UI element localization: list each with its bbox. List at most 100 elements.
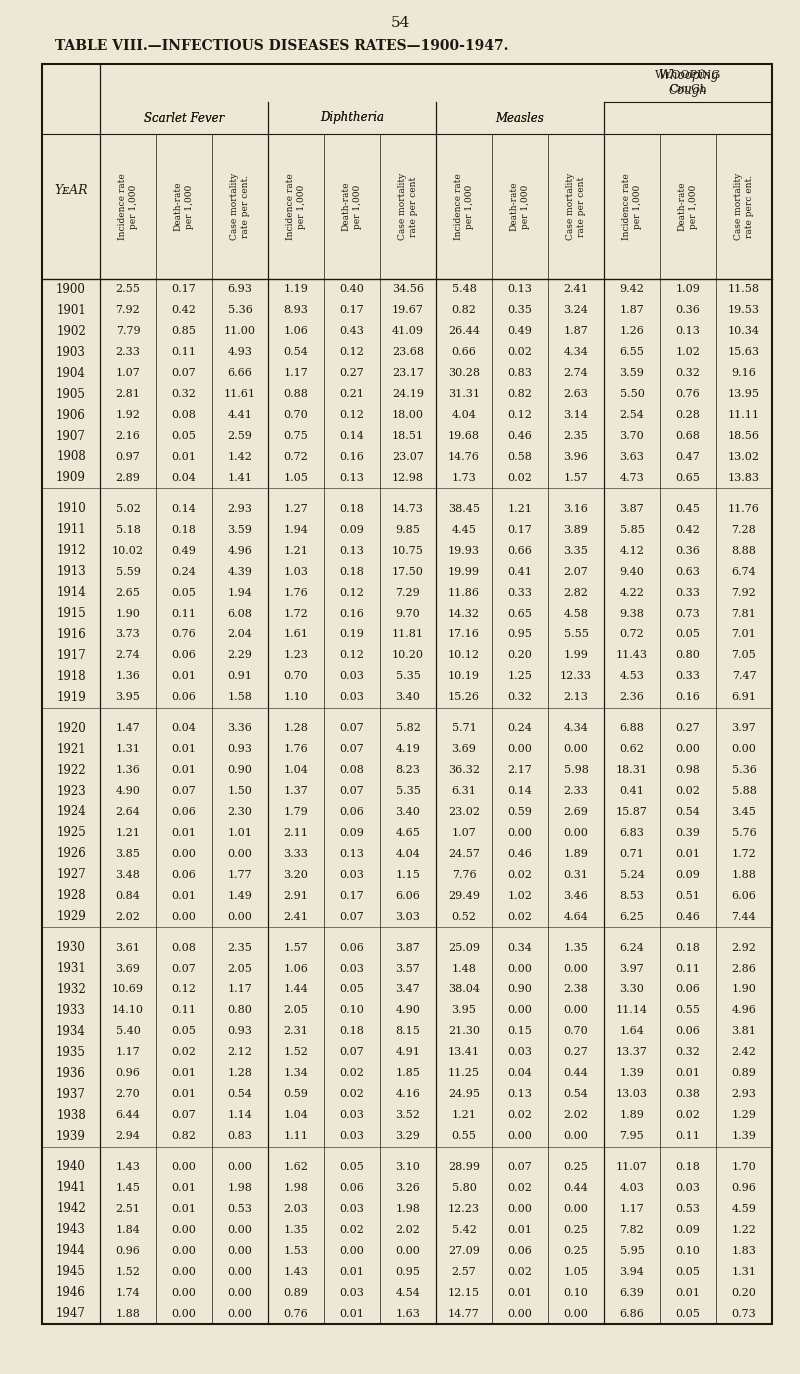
- Text: 0.33: 0.33: [675, 672, 701, 682]
- Text: 0.43: 0.43: [339, 327, 365, 337]
- Text: 2.33: 2.33: [563, 786, 589, 796]
- Text: 0.46: 0.46: [507, 431, 533, 441]
- Text: 3.57: 3.57: [396, 963, 420, 974]
- Text: 0.54: 0.54: [563, 1090, 589, 1099]
- Text: 6.83: 6.83: [619, 829, 645, 838]
- Text: 19.53: 19.53: [728, 305, 760, 316]
- Text: Case mortality
rate perc ent.: Case mortality rate perc ent.: [734, 173, 754, 240]
- Text: 0.03: 0.03: [339, 1131, 365, 1140]
- Text: 0.00: 0.00: [171, 1267, 197, 1276]
- Text: 1.98: 1.98: [283, 1183, 309, 1193]
- Text: 0.83: 0.83: [227, 1131, 253, 1140]
- Text: 1940: 1940: [56, 1161, 86, 1173]
- Text: 0.00: 0.00: [227, 1246, 253, 1256]
- Text: 3.63: 3.63: [619, 452, 645, 462]
- Text: 2.93: 2.93: [227, 504, 253, 514]
- Text: 1.29: 1.29: [731, 1110, 757, 1120]
- Text: 1.05: 1.05: [563, 1267, 589, 1276]
- Text: Incidence rate
per 1,000: Incidence rate per 1,000: [622, 173, 642, 240]
- Text: 0.03: 0.03: [339, 1110, 365, 1120]
- Text: 0.01: 0.01: [171, 890, 197, 901]
- Text: 14.76: 14.76: [448, 452, 480, 462]
- Text: 1909: 1909: [56, 471, 86, 485]
- Text: 1.04: 1.04: [283, 765, 309, 775]
- Text: 0.00: 0.00: [171, 1287, 197, 1297]
- Text: 0.00: 0.00: [171, 912, 197, 922]
- Text: 0.04: 0.04: [507, 1068, 533, 1079]
- Text: 5.48: 5.48: [451, 284, 477, 294]
- Text: 0.00: 0.00: [507, 1006, 533, 1015]
- Text: 0.01: 0.01: [507, 1287, 533, 1297]
- Text: 0.11: 0.11: [171, 609, 197, 618]
- Text: 5.24: 5.24: [619, 870, 645, 879]
- Text: 1930: 1930: [56, 941, 86, 954]
- Text: 1.36: 1.36: [115, 765, 141, 775]
- Text: 1.99: 1.99: [563, 650, 589, 661]
- Text: 1.26: 1.26: [619, 327, 645, 337]
- Text: 2.02: 2.02: [115, 912, 141, 922]
- Text: 0.05: 0.05: [171, 431, 197, 441]
- Text: 1.72: 1.72: [732, 849, 756, 859]
- Text: Diphtheria: Diphtheria: [320, 111, 384, 125]
- Text: 0.00: 0.00: [507, 1308, 533, 1319]
- Text: 0.01: 0.01: [171, 1068, 197, 1079]
- Text: 4.41: 4.41: [227, 409, 253, 420]
- Text: 5.82: 5.82: [395, 723, 421, 734]
- Text: 10.20: 10.20: [392, 650, 424, 661]
- Text: 0.00: 0.00: [563, 829, 589, 838]
- Text: 1926: 1926: [56, 848, 86, 860]
- Text: 4.16: 4.16: [395, 1090, 421, 1099]
- Text: 0.93: 0.93: [227, 745, 253, 754]
- Text: 13.95: 13.95: [728, 389, 760, 400]
- Text: 11.11: 11.11: [728, 409, 760, 420]
- Text: 4.39: 4.39: [227, 566, 253, 577]
- Text: 1.52: 1.52: [115, 1267, 141, 1276]
- Text: 5.35: 5.35: [395, 786, 421, 796]
- Text: 0.05: 0.05: [339, 984, 365, 995]
- Text: 1.06: 1.06: [283, 963, 309, 974]
- Text: 0.00: 0.00: [563, 1131, 589, 1140]
- Text: 0.02: 0.02: [339, 1068, 365, 1079]
- Text: 2.89: 2.89: [115, 473, 141, 482]
- Text: 2.05: 2.05: [227, 963, 253, 974]
- Text: Measles: Measles: [496, 111, 544, 125]
- Text: 0.90: 0.90: [227, 765, 253, 775]
- Text: 0.68: 0.68: [675, 431, 701, 441]
- Text: 3.97: 3.97: [620, 963, 644, 974]
- Text: 1932: 1932: [56, 982, 86, 996]
- Text: 0.42: 0.42: [171, 305, 197, 316]
- Text: 0.03: 0.03: [339, 1287, 365, 1297]
- Text: 11.14: 11.14: [616, 1006, 648, 1015]
- Text: 1.04: 1.04: [283, 1110, 309, 1120]
- Text: 0.01: 0.01: [171, 745, 197, 754]
- Text: 0.54: 0.54: [227, 1090, 253, 1099]
- Text: 0.01: 0.01: [675, 1068, 701, 1079]
- Text: 0.24: 0.24: [507, 723, 533, 734]
- Text: 2.70: 2.70: [116, 1090, 140, 1099]
- Text: 0.63: 0.63: [675, 566, 701, 577]
- Text: 3.46: 3.46: [563, 890, 589, 901]
- Text: 4.03: 4.03: [619, 1183, 645, 1193]
- Text: 0.06: 0.06: [171, 650, 197, 661]
- Text: 0.01: 0.01: [171, 1090, 197, 1099]
- Text: Incidence rate
per 1,000: Incidence rate per 1,000: [286, 173, 306, 240]
- Text: 1.77: 1.77: [228, 870, 252, 879]
- Text: 0.82: 0.82: [451, 305, 477, 316]
- Text: 0.49: 0.49: [507, 327, 533, 337]
- Text: 0.02: 0.02: [507, 1267, 533, 1276]
- Text: 8.15: 8.15: [395, 1026, 421, 1036]
- Text: 6.66: 6.66: [227, 368, 253, 378]
- Text: 1.89: 1.89: [563, 849, 589, 859]
- Text: 0.52: 0.52: [451, 912, 477, 922]
- Text: 0.00: 0.00: [171, 1308, 197, 1319]
- Text: 1.39: 1.39: [731, 1131, 757, 1140]
- Text: 5.98: 5.98: [563, 765, 589, 775]
- Text: 0.00: 0.00: [563, 1204, 589, 1213]
- Text: 7.92: 7.92: [116, 305, 140, 316]
- Text: 0.89: 0.89: [283, 1287, 309, 1297]
- Text: 1.28: 1.28: [227, 1068, 253, 1079]
- Text: 1.02: 1.02: [507, 890, 533, 901]
- Text: 0.96: 0.96: [115, 1246, 141, 1256]
- Text: 2.02: 2.02: [395, 1224, 421, 1235]
- Text: 1.74: 1.74: [116, 1287, 140, 1297]
